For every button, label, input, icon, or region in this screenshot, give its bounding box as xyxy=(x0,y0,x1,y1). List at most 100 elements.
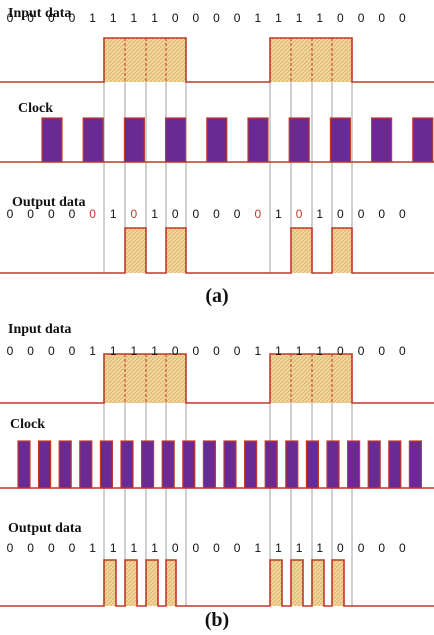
output-bit-b-0: 0 xyxy=(7,541,14,555)
clock-pulse-19 xyxy=(408,440,422,489)
output-pulse-7 xyxy=(332,560,344,606)
output-bit-a-12: 0 xyxy=(254,207,261,221)
input-signal-line xyxy=(0,37,434,83)
input-data-label-b: Input data xyxy=(8,322,71,337)
output-bit-b-2: 0 xyxy=(48,541,55,555)
output-pulse-1 xyxy=(166,228,186,273)
output-bit-a-0: 0 xyxy=(7,207,14,221)
output-bit-b-3: 0 xyxy=(69,541,76,555)
input-bit-b-1: 0 xyxy=(27,344,34,358)
output-bit-a-5: 1 xyxy=(110,207,117,221)
input-bit-a-15: 1 xyxy=(316,11,323,25)
output-bit-a-1: 0 xyxy=(27,207,34,221)
input-bit-a-14: 1 xyxy=(296,11,303,25)
output-bit-a-18: 0 xyxy=(378,207,385,221)
clock-pulse-8 xyxy=(182,440,196,489)
clock-pulse-0 xyxy=(41,117,63,163)
input-bit-a-18: 0 xyxy=(378,11,385,25)
output-bit-b-8: 0 xyxy=(172,541,179,555)
output-signal-line xyxy=(0,559,434,607)
output-bit-b-13: 1 xyxy=(275,541,282,555)
input-bit-a-13: 1 xyxy=(275,11,282,25)
panel-caption-a: (a) xyxy=(205,285,228,307)
clock-pulse-17 xyxy=(367,440,381,489)
output-bit-a-4: 0 xyxy=(89,207,96,221)
output-bit-b-18: 0 xyxy=(378,541,385,555)
output-bit-b-7: 1 xyxy=(151,541,158,555)
input-bit-b-17: 0 xyxy=(358,344,365,358)
output-bit-a-19: 0 xyxy=(399,207,406,221)
output-data-label-a: Output data xyxy=(12,195,86,210)
panel-a: 0 0 0 0 1 1 1 1 0 0 0 0 1 1 1 1 0 0 0 00 0 0 0 0 1 0 1 0 0 0 0 0 1 0 1 0 0 0 0 xyxy=(0,11,434,274)
output-data-label-b: Output data xyxy=(8,521,82,536)
output-bit-a-17: 0 xyxy=(358,207,365,221)
clock-pulse-5 xyxy=(120,440,134,489)
input-bit-a-12: 1 xyxy=(254,11,261,25)
clock-pulse-2 xyxy=(123,117,146,163)
clock-pulse-12 xyxy=(264,440,278,489)
clock-pulse-1 xyxy=(37,440,52,489)
output-bit-b-9: 0 xyxy=(193,541,200,555)
output-bit-a-13: 1 xyxy=(275,207,282,221)
output-pulse-2 xyxy=(291,228,312,273)
input-bit-b-13: 1 xyxy=(275,344,282,358)
output-bit-a-2: 0 xyxy=(48,207,55,221)
output-pulse-0 xyxy=(125,228,146,273)
clock-pulse-5 xyxy=(247,117,269,163)
input-pulse-1 xyxy=(104,38,186,82)
input-bit-b-11: 0 xyxy=(234,344,241,358)
input-bit-b-6: 1 xyxy=(131,344,138,358)
input-bit-b-16: 0 xyxy=(337,344,344,358)
input-bit-b-14: 1 xyxy=(296,344,303,358)
output-bit-b-14: 1 xyxy=(296,541,303,555)
output-bit-b-19: 0 xyxy=(399,541,406,555)
input-bit-a-16: 0 xyxy=(337,11,344,25)
clock-pulse-15 xyxy=(326,440,340,489)
output-pulse-0 xyxy=(104,560,116,606)
input-data-label-a: Input data xyxy=(8,6,71,21)
input-bit-b-2: 0 xyxy=(48,344,55,358)
clock-pulse-16 xyxy=(347,440,361,489)
output-bit-b-10: 0 xyxy=(213,541,220,555)
output-bit-b-6: 1 xyxy=(131,541,138,555)
input-bit-b-0: 0 xyxy=(7,344,14,358)
output-bit-a-7: 1 xyxy=(151,207,158,221)
input-bit-b-5: 1 xyxy=(110,344,117,358)
input-bit-a-7: 1 xyxy=(151,11,158,25)
clock-pulse-7 xyxy=(329,117,351,163)
input-bit-b-18: 0 xyxy=(378,344,385,358)
input-bit-a-17: 0 xyxy=(358,11,365,25)
input-bit-a-6: 1 xyxy=(131,11,138,25)
input-pulse-2 xyxy=(270,354,352,403)
input-bit-b-7: 1 xyxy=(151,344,158,358)
input-bit-b-19: 0 xyxy=(399,344,406,358)
input-bit-b-9: 0 xyxy=(193,344,200,358)
input-bit-b-15: 1 xyxy=(316,344,323,358)
input-bit-a-3: 0 xyxy=(69,11,76,25)
input-bit-b-12: 1 xyxy=(254,344,261,358)
output-bit-b-17: 0 xyxy=(358,541,365,555)
input-bit-b-3: 0 xyxy=(69,344,76,358)
input-pulse-1 xyxy=(104,354,186,403)
output-pulse-2 xyxy=(146,560,158,606)
input-bit-a-11: 0 xyxy=(234,11,241,25)
input-bit-a-19: 0 xyxy=(399,11,406,25)
clock-pulse-6 xyxy=(288,117,310,163)
clock-pulse-6 xyxy=(141,440,155,489)
input-bit-a-1: 0 xyxy=(27,11,34,25)
output-pulse-6 xyxy=(312,560,324,606)
panel-caption-b: (b) xyxy=(205,609,229,631)
output-pulse-1 xyxy=(125,560,137,606)
input-bit-b-10: 0 xyxy=(213,344,220,358)
clock-pulse-10 xyxy=(223,440,237,489)
clock-pulse-2 xyxy=(58,440,72,489)
input-bit-b-4: 1 xyxy=(89,344,96,358)
clock-pulse-4 xyxy=(99,440,114,489)
input-bit-a-10: 0 xyxy=(213,11,220,25)
output-bit-b-4: 1 xyxy=(89,541,96,555)
clock-pulse-11 xyxy=(244,440,258,489)
output-pulse-3 xyxy=(166,560,176,606)
output-bit-b-16: 0 xyxy=(337,541,344,555)
output-signal-line xyxy=(0,227,434,274)
